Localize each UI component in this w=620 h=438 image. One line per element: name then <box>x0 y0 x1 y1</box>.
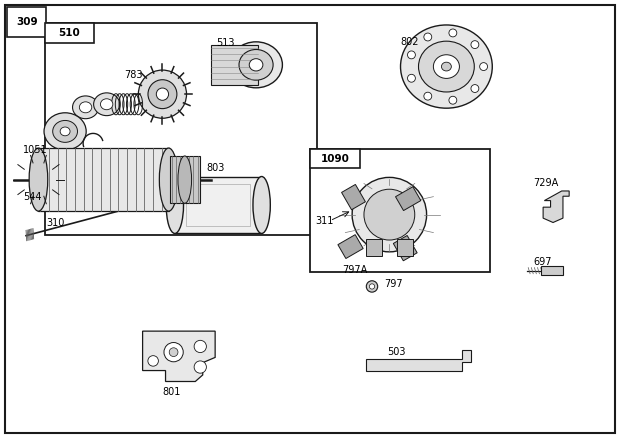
Bar <box>310 149 360 168</box>
Ellipse shape <box>418 41 474 92</box>
Circle shape <box>169 348 178 357</box>
Bar <box>397 239 413 256</box>
Circle shape <box>148 80 177 109</box>
Ellipse shape <box>73 96 99 119</box>
Ellipse shape <box>249 59 263 71</box>
Circle shape <box>471 41 479 49</box>
Bar <box>393 236 417 261</box>
Ellipse shape <box>239 49 273 80</box>
Ellipse shape <box>94 93 120 116</box>
Text: 513: 513 <box>216 38 234 48</box>
Circle shape <box>194 361 206 373</box>
Ellipse shape <box>53 120 78 142</box>
Polygon shape <box>143 331 215 381</box>
Ellipse shape <box>159 148 178 211</box>
Text: 729A: 729A <box>533 178 559 188</box>
Text: 783: 783 <box>124 71 143 80</box>
Bar <box>342 184 365 210</box>
Circle shape <box>424 33 432 41</box>
Ellipse shape <box>253 177 270 233</box>
Polygon shape <box>366 350 471 371</box>
Polygon shape <box>543 191 569 223</box>
Bar <box>170 156 200 203</box>
Ellipse shape <box>79 102 92 113</box>
Bar <box>45 23 94 43</box>
Text: 802: 802 <box>400 37 419 46</box>
Ellipse shape <box>166 177 184 233</box>
Ellipse shape <box>401 25 492 108</box>
Text: 1051: 1051 <box>23 145 48 155</box>
Bar <box>7 7 46 37</box>
Circle shape <box>137 201 146 209</box>
Bar <box>338 235 363 258</box>
Bar <box>175 177 262 233</box>
Circle shape <box>370 284 374 289</box>
Text: 697: 697 <box>533 257 552 267</box>
Circle shape <box>449 96 457 104</box>
Circle shape <box>156 88 169 100</box>
Ellipse shape <box>433 55 459 78</box>
Text: 797: 797 <box>384 279 403 289</box>
Circle shape <box>480 63 487 71</box>
Ellipse shape <box>29 148 48 211</box>
Ellipse shape <box>441 62 451 71</box>
Bar <box>541 266 563 275</box>
Circle shape <box>364 189 415 240</box>
Circle shape <box>366 281 378 292</box>
Circle shape <box>138 70 187 118</box>
Ellipse shape <box>44 113 86 150</box>
Text: 544: 544 <box>24 192 42 202</box>
Text: 309: 309 <box>16 17 37 27</box>
Bar <box>396 187 421 211</box>
Text: 311: 311 <box>315 216 334 226</box>
Circle shape <box>449 29 457 37</box>
Text: 1090: 1090 <box>321 154 349 163</box>
Text: eReplacementParts.com: eReplacementParts.com <box>238 204 382 217</box>
Bar <box>366 239 382 256</box>
Bar <box>186 184 250 226</box>
Text: 510: 510 <box>58 28 81 38</box>
Text: 801: 801 <box>162 387 181 396</box>
Circle shape <box>471 85 479 92</box>
Bar <box>310 149 490 272</box>
Ellipse shape <box>100 99 113 110</box>
Circle shape <box>164 343 184 362</box>
Circle shape <box>424 92 432 100</box>
Bar <box>211 45 258 85</box>
Text: 310: 310 <box>46 219 65 228</box>
Ellipse shape <box>178 156 192 203</box>
Text: 797A: 797A <box>342 265 367 275</box>
Ellipse shape <box>229 42 283 88</box>
Bar <box>45 23 317 235</box>
Text: 803: 803 <box>206 163 224 173</box>
Text: 503: 503 <box>388 347 406 357</box>
Circle shape <box>194 340 206 353</box>
Circle shape <box>148 356 158 366</box>
Circle shape <box>407 51 415 59</box>
Circle shape <box>407 74 415 82</box>
Bar <box>38 148 169 211</box>
Circle shape <box>352 177 427 252</box>
Ellipse shape <box>60 127 70 136</box>
